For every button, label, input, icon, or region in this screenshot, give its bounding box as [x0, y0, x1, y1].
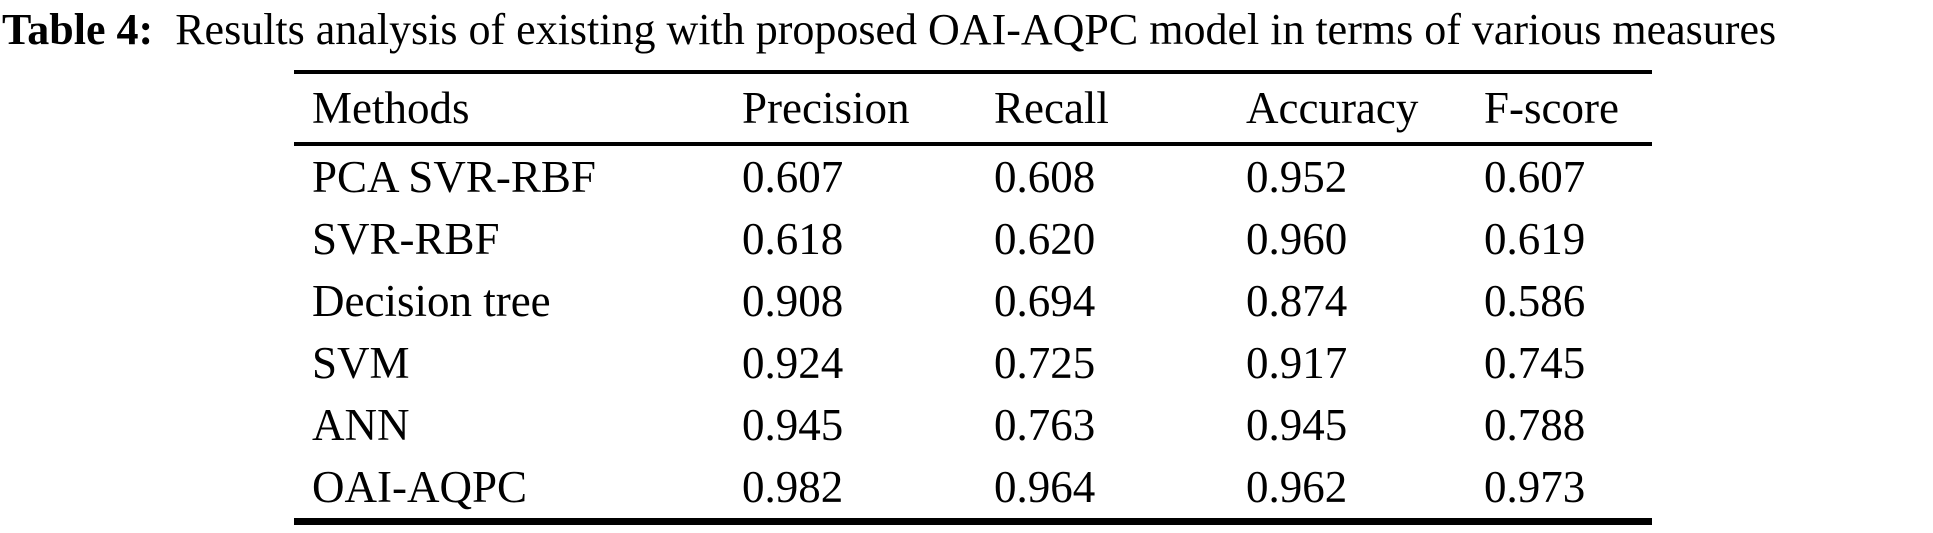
results-table: Methods Precision Recall Accuracy F-scor…: [294, 70, 1652, 525]
accuracy-cell: 0.962: [1246, 462, 1348, 512]
precision-cell: 0.924: [742, 338, 844, 388]
accuracy-cell: 0.945: [1246, 400, 1348, 450]
precision-cell: 0.607: [742, 152, 844, 202]
method-cell: ANN: [312, 400, 410, 450]
precision-cell: 0.908: [742, 276, 844, 326]
column-header-methods: Methods: [312, 83, 470, 133]
fscore-cell: 0.586: [1484, 276, 1586, 326]
recall-cell: 0.763: [994, 400, 1096, 450]
recall-cell: 0.620: [994, 214, 1096, 264]
method-cell: Decision tree: [312, 276, 551, 326]
table-row: ANN 0.945 0.763 0.945 0.788: [294, 394, 1652, 456]
method-cell: OAI-AQPC: [312, 462, 528, 512]
table-caption-text: Results analysis of existing with propos…: [175, 5, 1777, 54]
column-header-fscore: F-score: [1484, 83, 1619, 133]
table-caption: Table 4: Results analysis of existing wit…: [2, 4, 1931, 56]
method-cell: SVR-RBF: [312, 214, 500, 264]
fscore-cell: 0.973: [1484, 462, 1586, 512]
column-header-precision: Precision: [742, 83, 910, 133]
fscore-cell: 0.607: [1484, 152, 1586, 202]
recall-cell: 0.608: [994, 152, 1096, 202]
accuracy-cell: 0.960: [1246, 214, 1348, 264]
fscore-cell: 0.745: [1484, 338, 1586, 388]
fscore-cell: 0.619: [1484, 214, 1586, 264]
precision-cell: 0.945: [742, 400, 844, 450]
accuracy-cell: 0.952: [1246, 152, 1348, 202]
table-row: OAI-AQPC 0.982 0.964 0.962 0.973: [294, 456, 1652, 522]
precision-cell: 0.982: [742, 462, 844, 512]
table-row: PCA SVR-RBF 0.607 0.608 0.952 0.607: [294, 144, 1652, 208]
accuracy-cell: 0.917: [1246, 338, 1348, 388]
recall-cell: 0.725: [994, 338, 1096, 388]
table-row: SVM 0.924 0.725 0.917 0.745: [294, 332, 1652, 394]
precision-cell: 0.618: [742, 214, 844, 264]
table-row: Decision tree 0.908 0.694 0.874 0.586: [294, 270, 1652, 332]
accuracy-cell: 0.874: [1246, 276, 1348, 326]
recall-cell: 0.964: [994, 462, 1096, 512]
method-cell: SVM: [312, 338, 410, 388]
recall-cell: 0.694: [994, 276, 1096, 326]
column-header-accuracy: Accuracy: [1246, 83, 1419, 133]
table-caption-label: Table 4:: [2, 5, 154, 54]
fscore-cell: 0.788: [1484, 400, 1586, 450]
table-header-row: Methods Precision Recall Accuracy F-scor…: [294, 72, 1652, 144]
column-header-recall: Recall: [994, 83, 1109, 133]
table-row: SVR-RBF 0.618 0.620 0.960 0.619: [294, 208, 1652, 270]
method-cell: PCA SVR-RBF: [312, 152, 596, 202]
